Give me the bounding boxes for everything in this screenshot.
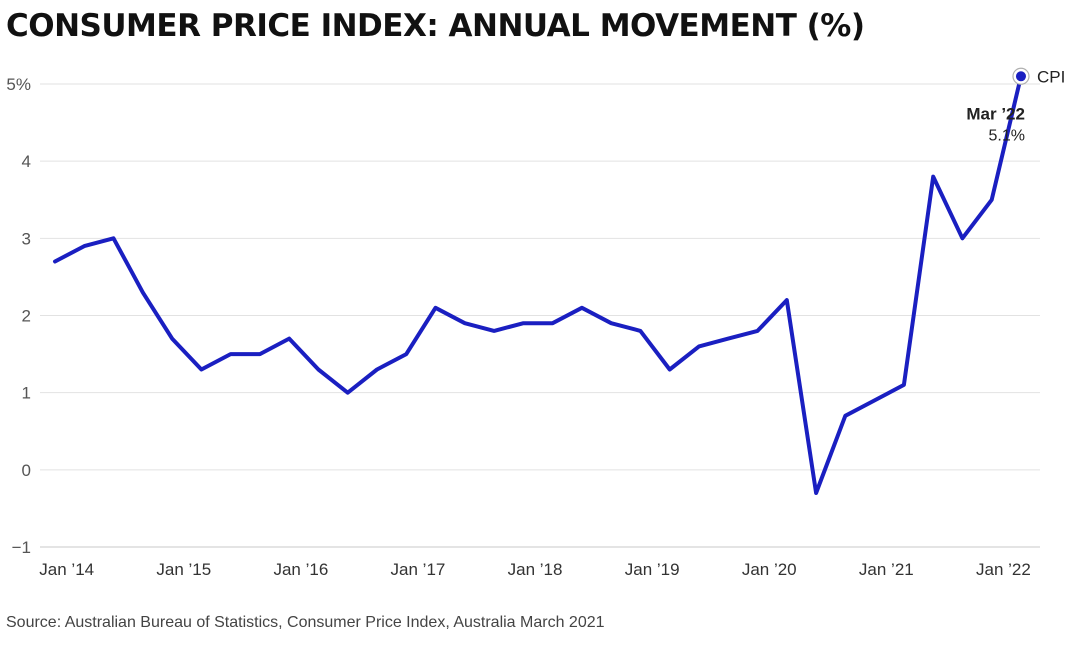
y-tick-label: 1 bbox=[22, 384, 31, 403]
gridlines bbox=[40, 83, 1040, 548]
series-label-cpi: CPI bbox=[1037, 67, 1065, 86]
y-tick-label: 2 bbox=[22, 307, 31, 326]
source-note: Source: Australian Bureau of Statistics,… bbox=[6, 614, 605, 631]
x-tick-label: Jan ’21 bbox=[859, 560, 914, 579]
x-tick-label: Jan ’19 bbox=[625, 560, 680, 579]
y-tick-label: 4 bbox=[22, 152, 31, 171]
y-axis: −1 0 1 2 3 4 5% bbox=[6, 75, 31, 557]
x-tick-label: Jan ’14 bbox=[39, 560, 94, 579]
x-tick-label: Jan ’18 bbox=[508, 560, 563, 579]
y-tick-label: 0 bbox=[22, 461, 31, 480]
y-tick-label: 3 bbox=[22, 229, 31, 248]
x-tick-label: Jan ’20 bbox=[742, 560, 797, 579]
x-axis: Jan ’14 Jan ’15 Jan ’16 Jan ’17 Jan ’18 Jan ’… bbox=[39, 560, 1031, 579]
chart-title: CONSUMER PRICE INDEX: ANNUAL MOVEMENT (%… bbox=[6, 8, 865, 44]
last-point-marker bbox=[1015, 71, 1026, 82]
x-tick-label: Jan ’17 bbox=[391, 560, 446, 579]
y-tick-label: 5% bbox=[6, 75, 31, 94]
y-tick-label: −1 bbox=[12, 538, 31, 557]
annotation-date: Mar ’22 bbox=[966, 104, 1025, 123]
series-line-cpi bbox=[53, 74, 1023, 495]
x-tick-label: Jan ’16 bbox=[273, 560, 328, 579]
x-tick-label: Jan ’22 bbox=[976, 560, 1031, 579]
annotation-value: 5.1% bbox=[989, 127, 1025, 144]
x-tick-label: Jan ’15 bbox=[156, 560, 211, 579]
